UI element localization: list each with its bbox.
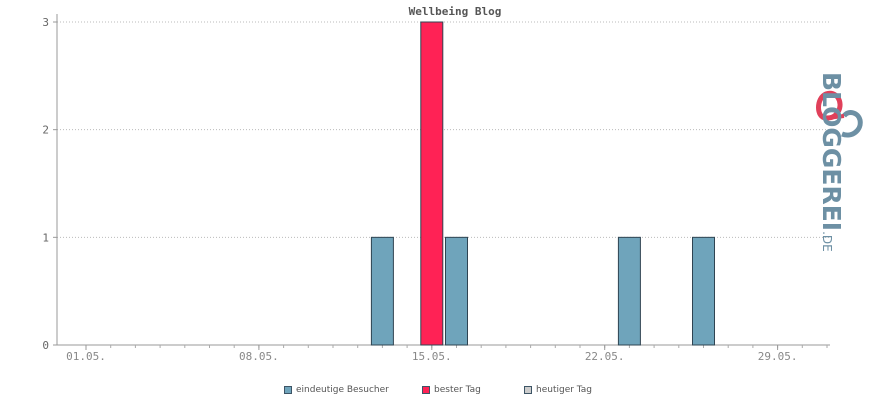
bar bbox=[617, 236, 641, 346]
legend-item-heutiger-tag: heutiger Tag bbox=[524, 385, 592, 395]
logo-text-main: BLOGGEREI bbox=[817, 72, 846, 232]
legend-swatch-eindeutige-besucher bbox=[284, 386, 292, 394]
legend-swatch-bester-tag bbox=[422, 386, 430, 394]
logo-text-suffix: .DE bbox=[820, 231, 834, 252]
y-tick-label: 1 bbox=[42, 231, 49, 244]
bar bbox=[370, 236, 394, 346]
x-tick-label: 15.05. bbox=[412, 350, 452, 363]
x-tick-label: 08.05. bbox=[239, 350, 279, 363]
y-tick-label: 3 bbox=[42, 16, 49, 29]
x-tick-label: 22.05. bbox=[585, 350, 625, 363]
legend-item-eindeutige-besucher: eindeutige Besucher bbox=[284, 385, 389, 395]
bar bbox=[692, 236, 715, 346]
legend-label: heutiger Tag bbox=[536, 385, 593, 395]
legend: eindeutige Besucher bester Tag heutiger … bbox=[0, 385, 870, 399]
bar bbox=[420, 21, 444, 346]
legend-swatch-heutiger-tag bbox=[524, 386, 532, 394]
y-tick-label: 0 bbox=[42, 339, 49, 352]
x-tick-label: 01.05. bbox=[66, 350, 106, 363]
x-tick-label: 29.05. bbox=[758, 350, 798, 363]
legend-label: eindeutige Besucher bbox=[296, 385, 389, 395]
legend-label: bester Tag bbox=[434, 385, 481, 395]
bloggerei-logo-text: BLOGGEREI.DE bbox=[817, 72, 846, 272]
chart-title: Wellbeing Blog bbox=[408, 5, 502, 18]
y-tick-label: 2 bbox=[42, 124, 49, 137]
bar bbox=[445, 236, 468, 346]
bloggerei-logo-icon bbox=[816, 90, 863, 138]
legend-item-bester-tag: bester Tag bbox=[422, 385, 481, 395]
